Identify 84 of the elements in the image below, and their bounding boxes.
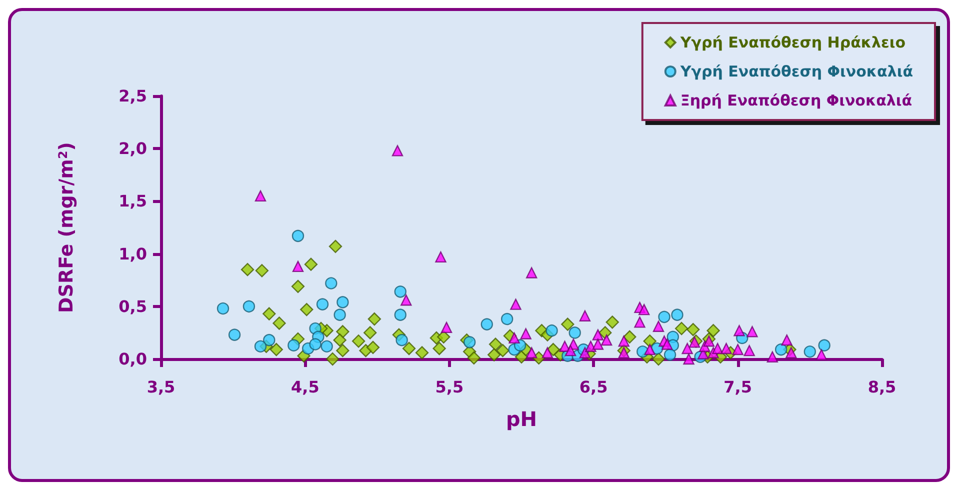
y-tick-label: 0,5 bbox=[118, 296, 147, 316]
point bbox=[568, 326, 581, 339]
point bbox=[746, 326, 758, 338]
point bbox=[816, 349, 828, 360]
point bbox=[440, 322, 452, 334]
point bbox=[392, 145, 404, 156]
point bbox=[786, 347, 797, 358]
point bbox=[618, 336, 630, 347]
point bbox=[644, 344, 656, 356]
point bbox=[781, 334, 792, 346]
point bbox=[526, 267, 538, 278]
point bbox=[818, 339, 830, 352]
point bbox=[254, 340, 267, 352]
point bbox=[662, 338, 673, 350]
x-tick-label: 3,5 bbox=[146, 378, 176, 396]
x-axis-title: pH bbox=[506, 407, 538, 431]
point bbox=[618, 347, 630, 358]
point bbox=[292, 260, 304, 272]
legend-label: Ξηρή Εναπόθεση Φινοκαλιά bbox=[680, 92, 912, 110]
point bbox=[664, 348, 676, 361]
point bbox=[316, 298, 329, 310]
point bbox=[309, 338, 322, 350]
point bbox=[435, 251, 446, 263]
point bbox=[774, 343, 788, 356]
y-tick-label: 0,0 bbox=[118, 350, 147, 368]
y-axis-title: DSRFe (mgr/m2) bbox=[56, 142, 78, 314]
point bbox=[688, 336, 700, 348]
legend-label: Υγρή Εναπόθεση Φινοκαλιά bbox=[679, 62, 914, 80]
point bbox=[712, 342, 724, 354]
x-tick-label: 4,5 bbox=[291, 378, 320, 396]
point bbox=[542, 347, 554, 358]
point bbox=[652, 320, 664, 332]
point bbox=[242, 300, 256, 312]
point bbox=[320, 340, 333, 352]
x-tick-label: 8,5 bbox=[868, 378, 896, 396]
point bbox=[520, 328, 532, 340]
point bbox=[228, 328, 241, 341]
y-tick-label: 2,0 bbox=[118, 139, 147, 158]
point bbox=[634, 316, 646, 328]
point bbox=[638, 304, 650, 316]
point bbox=[585, 340, 596, 352]
point bbox=[394, 308, 406, 321]
point bbox=[683, 353, 694, 365]
point bbox=[579, 310, 591, 322]
point bbox=[671, 308, 684, 321]
point bbox=[766, 351, 778, 362]
point bbox=[720, 342, 732, 354]
y-tick-label: 1,0 bbox=[118, 244, 147, 264]
point bbox=[592, 338, 604, 350]
x-tick-label: 5,5 bbox=[435, 378, 464, 396]
point bbox=[394, 286, 406, 298]
point bbox=[564, 344, 576, 356]
point bbox=[703, 336, 715, 347]
point bbox=[254, 190, 266, 202]
point bbox=[600, 334, 612, 346]
point bbox=[464, 336, 476, 348]
point bbox=[546, 324, 558, 337]
point bbox=[480, 318, 493, 330]
point bbox=[400, 294, 412, 306]
point bbox=[334, 308, 346, 321]
point bbox=[579, 347, 591, 358]
point bbox=[510, 298, 522, 310]
legend-label: Υγρή Εναπόθεση Ηράκλειο bbox=[679, 34, 906, 52]
point bbox=[508, 332, 520, 344]
point bbox=[292, 230, 304, 242]
point bbox=[396, 334, 408, 346]
point bbox=[682, 342, 693, 354]
point bbox=[744, 344, 755, 356]
point bbox=[732, 344, 744, 356]
point bbox=[500, 312, 514, 326]
x-tick-label: 7,5 bbox=[724, 378, 752, 396]
point bbox=[216, 302, 230, 315]
y-tick-label: 2,5 bbox=[118, 86, 147, 106]
point bbox=[288, 339, 300, 352]
point bbox=[325, 277, 338, 290]
point bbox=[734, 324, 745, 336]
point bbox=[592, 329, 604, 340]
point bbox=[526, 347, 538, 358]
x-tick-label: 6,5 bbox=[579, 378, 608, 396]
point bbox=[804, 346, 816, 358]
y-tick-label: 1,5 bbox=[118, 192, 147, 211]
point bbox=[336, 296, 349, 308]
point bbox=[658, 310, 670, 324]
point bbox=[263, 334, 276, 346]
